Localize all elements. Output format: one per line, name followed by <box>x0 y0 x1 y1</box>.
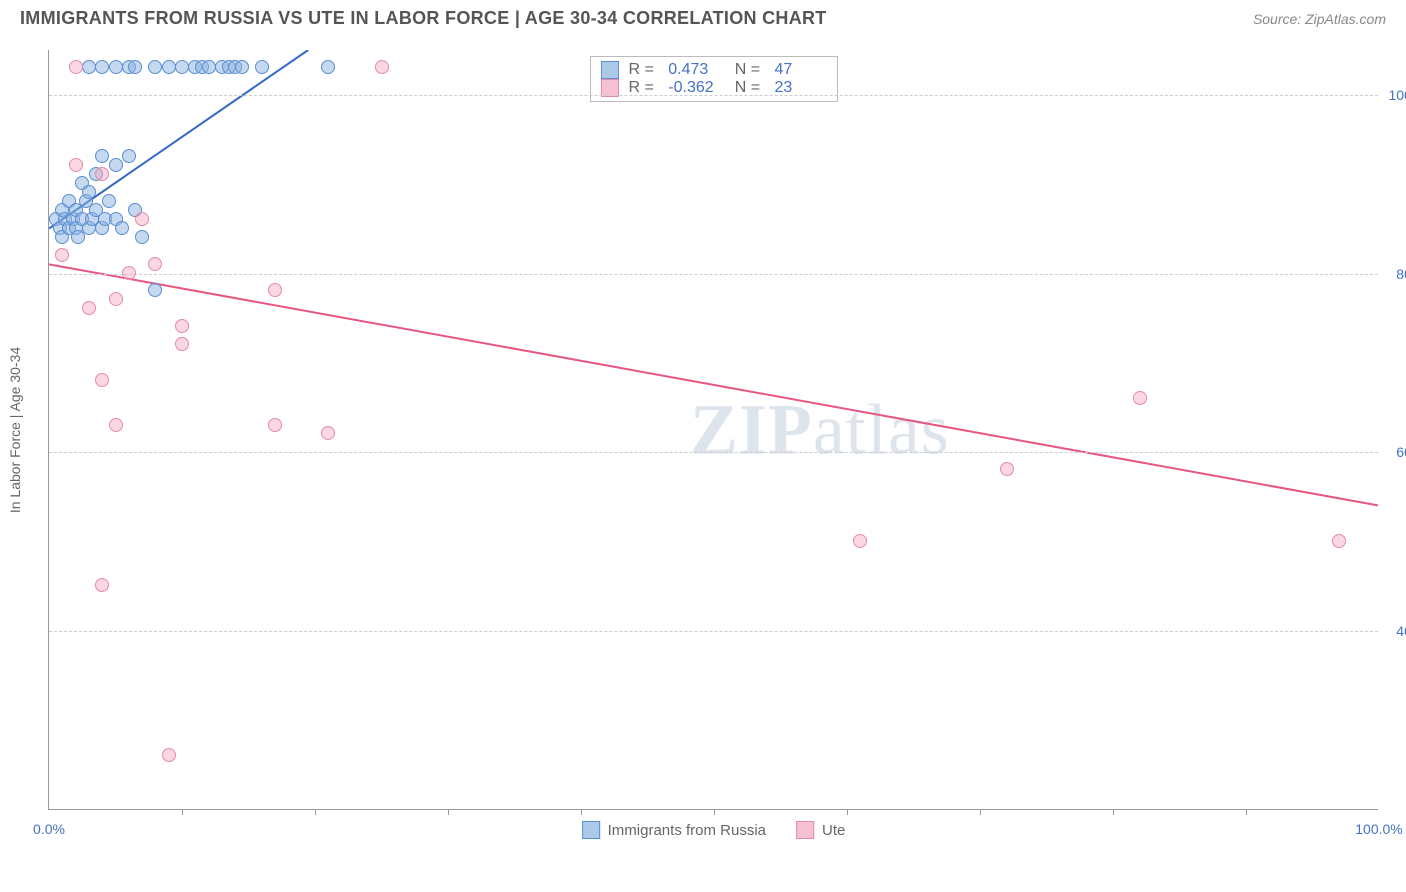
n-value: 47 <box>775 61 827 79</box>
data-point <box>148 60 162 74</box>
watermark-light: atlas <box>813 389 950 469</box>
data-point <box>175 60 189 74</box>
data-point <box>102 194 116 208</box>
data-point <box>69 60 83 74</box>
data-point <box>82 185 96 199</box>
data-point <box>69 158 83 172</box>
source-prefix: Source: <box>1253 11 1305 27</box>
y-tick-label: 80.0% <box>1386 266 1406 282</box>
x-tick <box>182 809 183 815</box>
data-point <box>375 60 389 74</box>
data-point <box>135 212 149 226</box>
y-tick-label: 100.0% <box>1386 87 1406 103</box>
data-point <box>95 578 109 592</box>
data-point <box>128 60 142 74</box>
data-point <box>1332 534 1346 548</box>
x-tick <box>980 809 981 815</box>
x-tick <box>714 809 715 815</box>
source-link[interactable]: ZipAtlas.com <box>1305 11 1386 27</box>
data-point <box>109 60 123 74</box>
x-tick <box>448 809 449 815</box>
data-point <box>853 534 867 548</box>
gridline <box>49 274 1378 275</box>
data-point <box>95 373 109 387</box>
data-point <box>82 60 96 74</box>
data-point <box>268 283 282 297</box>
gridline <box>49 95 1378 96</box>
correlation-row: R = 0.473 N = 47 <box>600 61 826 79</box>
data-point <box>109 418 123 432</box>
gridline <box>49 631 1378 632</box>
series-legend: Immigrants from Russia Ute <box>582 821 846 839</box>
data-point <box>95 149 109 163</box>
r-value: 0.473 <box>668 61 720 79</box>
data-point <box>148 283 162 297</box>
data-point <box>55 248 69 262</box>
data-point <box>95 60 109 74</box>
data-point <box>235 60 249 74</box>
data-point <box>115 221 129 235</box>
legend-swatch <box>796 821 814 839</box>
page-title: IMMIGRANTS FROM RUSSIA VS UTE IN LABOR F… <box>20 8 827 29</box>
data-point <box>162 748 176 762</box>
data-point <box>321 60 335 74</box>
data-point <box>135 230 149 244</box>
x-tick-label: 0.0% <box>33 821 65 837</box>
data-point <box>109 292 123 306</box>
x-tick <box>1113 809 1114 815</box>
data-point <box>1133 391 1147 405</box>
y-axis-label: In Labor Force | Age 30-34 <box>7 346 23 512</box>
data-point <box>255 60 269 74</box>
data-point <box>122 149 136 163</box>
data-point <box>321 426 335 440</box>
x-tick <box>1246 809 1247 815</box>
data-point <box>122 266 136 280</box>
n-label: N = <box>730 61 764 79</box>
y-tick-label: 60.0% <box>1386 444 1406 460</box>
legend-label: Immigrants from Russia <box>608 822 766 839</box>
data-point <box>1000 462 1014 476</box>
data-point <box>175 337 189 351</box>
watermark-bold: ZIP <box>690 389 813 469</box>
gridline <box>49 452 1378 453</box>
legend-swatch <box>600 61 618 79</box>
x-tick <box>847 809 848 815</box>
data-point <box>95 167 109 181</box>
data-point <box>175 319 189 333</box>
x-tick <box>315 809 316 815</box>
legend-item: Ute <box>796 821 845 839</box>
x-tick <box>581 809 582 815</box>
y-tick-label: 40.0% <box>1386 623 1406 639</box>
data-point <box>202 60 216 74</box>
legend-label: Ute <box>822 822 845 839</box>
watermark: ZIPatlas <box>690 388 950 471</box>
data-point <box>268 418 282 432</box>
r-label: R = <box>628 61 658 79</box>
legend-item: Immigrants from Russia <box>582 821 766 839</box>
source-attribution: Source: ZipAtlas.com <box>1253 11 1386 27</box>
data-point <box>109 158 123 172</box>
data-point <box>162 60 176 74</box>
data-point <box>148 257 162 271</box>
legend-swatch <box>582 821 600 839</box>
data-point <box>82 301 96 315</box>
scatter-chart: In Labor Force | Age 30-34 ZIPatlas R = … <box>48 50 1378 810</box>
x-tick-label: 100.0% <box>1355 821 1402 837</box>
